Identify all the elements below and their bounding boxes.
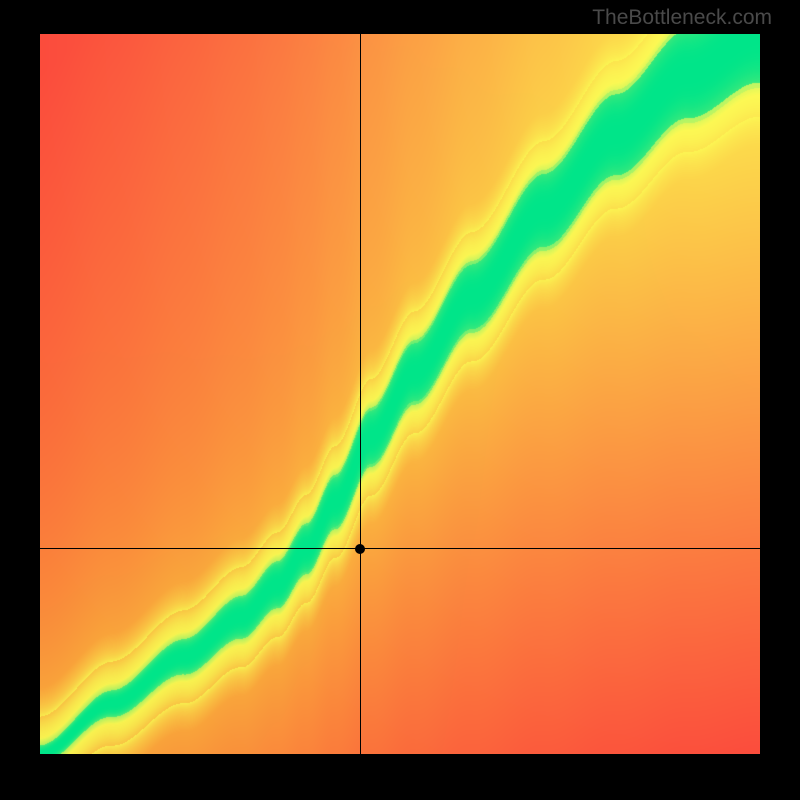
crosshair-vertical bbox=[360, 34, 361, 754]
crosshair-horizontal bbox=[40, 548, 760, 549]
heatmap-canvas bbox=[40, 34, 760, 754]
plot-area bbox=[40, 34, 760, 754]
crosshair-marker bbox=[355, 544, 365, 554]
watermark-text: TheBottleneck.com bbox=[592, 6, 772, 30]
